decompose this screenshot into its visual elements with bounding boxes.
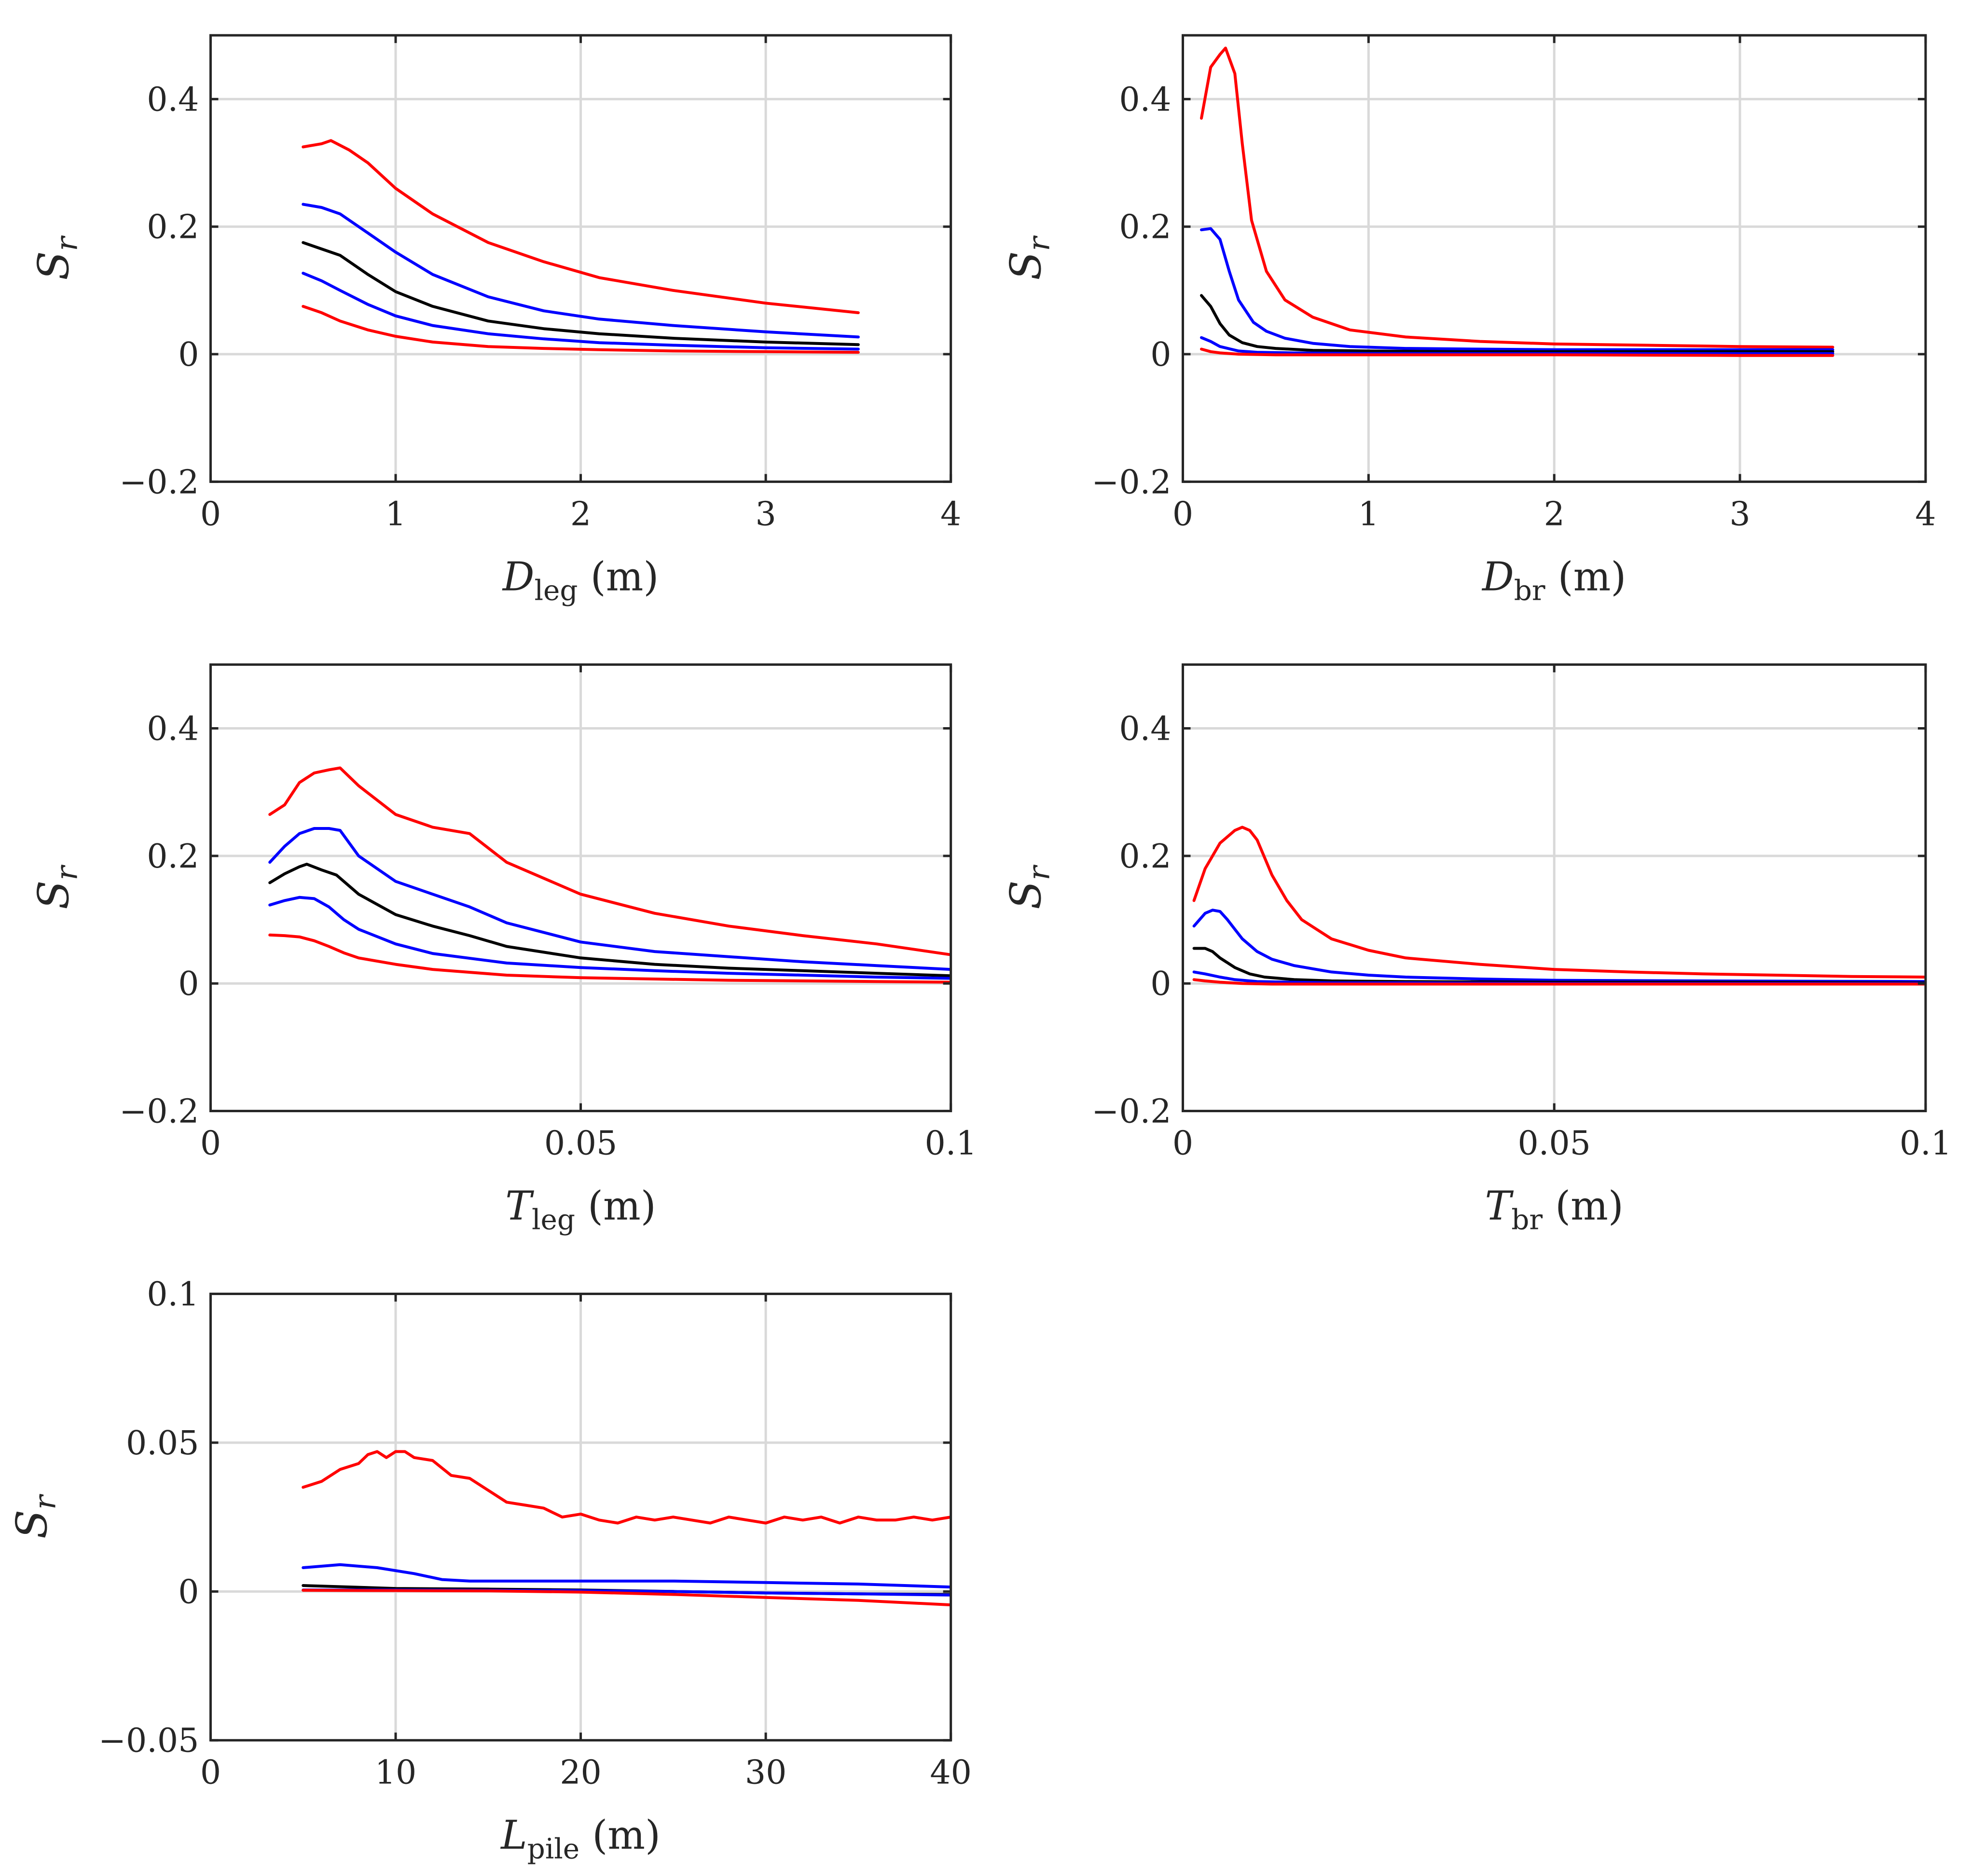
series-lower-red (1200, 347, 1834, 357)
y-tick-label: −0.05 (98, 1722, 199, 1760)
series-lower-red (268, 933, 951, 984)
y-tick-label: 0.05 (126, 1424, 199, 1462)
y-tick-label: 0.2 (1119, 838, 1171, 876)
y-tick-label: 0.1 (147, 1276, 199, 1314)
y-tick-label: 0 (178, 336, 199, 374)
series-median-black (268, 863, 951, 978)
x-tick-label: 0.1 (1900, 1125, 1952, 1163)
series-upper-blue (268, 827, 951, 971)
y-tick-label: −0.2 (1091, 463, 1171, 501)
y-tick-label: −0.2 (119, 463, 199, 501)
x-tick-label: 0.05 (1518, 1125, 1591, 1163)
series-upper-red (302, 1450, 951, 1525)
x-tick-label: 1 (1358, 495, 1379, 533)
x-tick-label: 0 (200, 1125, 221, 1163)
series-lower-blue (302, 272, 860, 351)
series-lower-red (1192, 978, 1926, 986)
x-tick-label: 20 (560, 1754, 602, 1792)
y-axis-label: Sr (28, 865, 84, 910)
x-axis-label: Dleg (m) (502, 554, 659, 607)
y-tick-label: 0.4 (1119, 710, 1171, 748)
y-axis-label: Sr (28, 235, 84, 280)
x-axis-label: Dbr (m) (1481, 554, 1626, 607)
x-tick-label: 2 (570, 495, 591, 533)
y-tick-label: 0.4 (147, 710, 199, 748)
x-tick-label: 1 (385, 495, 406, 533)
x-tick-label: 0.1 (925, 1125, 977, 1163)
y-axis-label: Sr (1001, 865, 1057, 910)
x-axis-label: Tleg (m) (505, 1184, 656, 1236)
x-tick-label: 0 (200, 1754, 221, 1792)
series-median-black (302, 241, 860, 346)
series-lower-blue (268, 896, 951, 980)
y-tick-label: 0 (1150, 336, 1171, 374)
y-tick-label: 0.4 (147, 81, 199, 119)
series-upper-blue (302, 1563, 951, 1589)
x-tick-label: 2 (1544, 495, 1565, 533)
x-tick-label: 0.05 (544, 1125, 617, 1163)
x-tick-label: 3 (755, 495, 776, 533)
x-tick-label: 30 (745, 1754, 787, 1792)
x-axis-label: Lpile (m) (500, 1813, 661, 1865)
series-upper-red (302, 139, 860, 315)
x-axis-label: Tbr (m) (1485, 1184, 1624, 1236)
x-tick-label: 40 (930, 1754, 972, 1792)
series-upper-blue (302, 203, 860, 339)
x-tick-label: 4 (940, 495, 961, 533)
y-axis-label: Sr (1001, 235, 1057, 280)
x-tick-label: 3 (1729, 495, 1750, 533)
y-axis-label: Sr (7, 1494, 62, 1539)
series-lower-red (302, 304, 860, 354)
y-tick-label: 0 (178, 1573, 199, 1611)
y-tick-label: 0.4 (1119, 81, 1171, 119)
y-tick-label: 0 (178, 965, 199, 1003)
y-tick-label: 0 (1150, 965, 1171, 1003)
y-tick-label: 0.2 (147, 208, 199, 247)
y-tick-label: −0.2 (119, 1093, 199, 1131)
y-tick-label: −0.2 (1091, 1093, 1171, 1131)
y-tick-label: 0.2 (1119, 208, 1171, 247)
series-upper-blue (1200, 227, 1834, 351)
series-median-black (1200, 294, 1834, 353)
series-upper-red (1192, 826, 1926, 979)
series-lower-blue (1200, 336, 1834, 355)
x-tick-label: 4 (1915, 495, 1936, 533)
y-tick-label: 0.2 (147, 838, 199, 876)
series-upper-red (268, 766, 951, 956)
series-lower-red (302, 1588, 951, 1607)
x-tick-label: 10 (375, 1754, 417, 1792)
x-tick-label: 0 (200, 495, 221, 533)
x-tick-label: 0 (1172, 1125, 1193, 1163)
series-upper-blue (1192, 909, 1926, 983)
series-upper-red (1200, 46, 1834, 349)
x-tick-label: 0 (1172, 495, 1193, 533)
